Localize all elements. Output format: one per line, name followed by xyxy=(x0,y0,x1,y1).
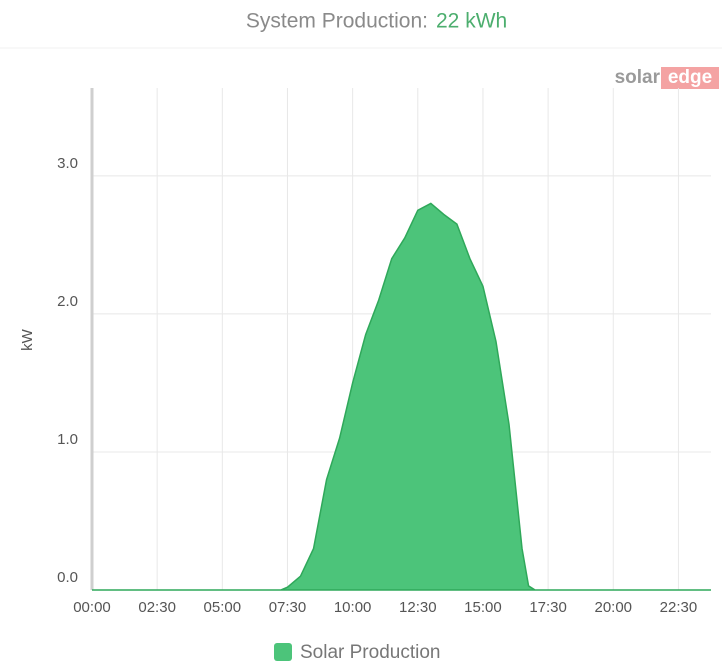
x-tick-label: 05:00 xyxy=(204,599,242,616)
y-tick-label: 0.0 xyxy=(57,569,78,586)
brand-badge xyxy=(661,67,719,89)
x-tick-label: 15:00 xyxy=(464,599,502,616)
x-tick-label: 22:30 xyxy=(660,599,698,616)
brand-solar: solar xyxy=(615,67,661,88)
y-tick-label: 1.0 xyxy=(57,431,78,448)
y-axis-label: kW xyxy=(19,328,36,351)
x-tick-label: 10:00 xyxy=(334,599,372,616)
x-tick-label: 17:30 xyxy=(529,599,567,616)
x-tick-label: 00:00 xyxy=(73,599,111,616)
x-tick-label: 02:30 xyxy=(138,599,176,616)
x-tick-label: 07:30 xyxy=(269,599,307,616)
chart-title: System Production: xyxy=(246,10,428,33)
y-tick-label: 3.0 xyxy=(57,155,78,172)
y-tick-label: 2.0 xyxy=(57,293,78,310)
x-tick-label: 20:00 xyxy=(594,599,632,616)
brand-edge: edge xyxy=(668,67,712,88)
area xyxy=(92,202,711,591)
x-tick-label: 12:30 xyxy=(399,599,437,616)
total-production: 22 kWh xyxy=(436,10,507,33)
legend-label: Solar Production xyxy=(300,642,440,663)
legend-swatch xyxy=(274,643,292,661)
